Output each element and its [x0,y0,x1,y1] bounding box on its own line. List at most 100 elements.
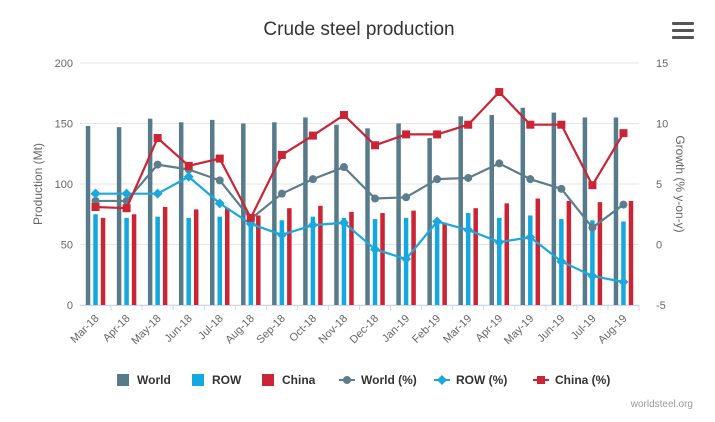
bar-world-10[interactable] [396,123,401,306]
point-china-2[interactable] [153,134,162,143]
bar-row-7[interactable] [310,216,316,305]
point-world-9[interactable] [371,194,380,203]
bar-china-15[interactable] [566,200,572,305]
bar-row-13[interactable] [497,217,502,305]
point-world-13[interactable] [495,159,504,168]
bar-world-8[interactable] [334,124,339,306]
bar-world-9[interactable] [365,128,370,305]
bar-china-7[interactable] [318,205,323,305]
point-china-5[interactable] [246,213,255,222]
bar-row-11[interactable] [434,220,440,305]
bar-row-8[interactable] [341,217,347,305]
legend-item-row[interactable]: ROW (%) [434,373,507,387]
point-china-9[interactable] [371,141,380,150]
bar-row-14[interactable] [528,215,533,305]
bar-row-3[interactable] [186,217,191,305]
bar-world-16[interactable] [582,117,588,305]
point-world-6[interactable] [277,189,286,198]
point-row-0[interactable] [90,188,101,199]
point-world-15[interactable] [557,184,566,193]
point-row-7[interactable] [307,220,318,231]
bar-row-16[interactable] [590,220,595,305]
point-row-4[interactable] [214,198,225,209]
bar-row-5[interactable] [248,216,254,305]
bar-china-10[interactable] [411,210,416,305]
bar-row-4[interactable] [217,216,223,305]
point-row-3[interactable] [183,171,194,182]
point-china-1[interactable] [122,204,131,213]
point-china-3[interactable] [184,161,193,170]
point-row-14[interactable] [525,232,536,243]
bar-china-11[interactable] [442,222,447,305]
point-row-9[interactable] [370,244,381,255]
point-china-12[interactable] [464,120,473,129]
bar-world-2[interactable] [147,118,153,305]
point-china-6[interactable] [277,150,286,159]
bar-china-9[interactable] [380,213,385,305]
legend-item-row[interactable]: ROW [192,373,242,387]
bar-china-3[interactable] [193,209,199,305]
bar-row-6[interactable] [279,220,285,305]
point-china-14[interactable] [526,120,535,129]
point-world-10[interactable] [402,193,411,202]
bar-row-1[interactable] [124,217,129,305]
bar-world-1[interactable] [116,127,122,305]
credit-text[interactable]: worldsteel.org [630,399,693,410]
point-row-8[interactable] [338,217,349,228]
bar-china-8[interactable] [349,211,354,305]
bar-row-2[interactable] [155,216,160,305]
bar-world-12[interactable] [458,116,463,306]
bar-row-9[interactable] [372,219,378,305]
point-row-11[interactable] [432,216,443,227]
bar-world-7[interactable] [303,117,308,305]
legend-item-china[interactable]: China (%) [533,373,610,387]
point-row-12[interactable] [463,224,474,235]
bar-china-1[interactable] [131,214,137,305]
point-world-16[interactable] [588,223,597,232]
point-world-11[interactable] [433,175,442,184]
point-china-0[interactable] [91,202,100,211]
point-china-7[interactable] [308,131,317,140]
bar-china-2[interactable] [162,206,168,305]
point-row-2[interactable] [152,188,163,199]
bar-row-17[interactable] [621,221,626,305]
point-world-8[interactable] [339,163,348,172]
point-world-4[interactable] [215,176,224,185]
bar-world-5[interactable] [241,123,246,306]
point-world-12[interactable] [464,173,473,182]
bar-world-11[interactable] [427,138,432,305]
bar-china-5[interactable] [256,215,261,305]
bar-world-15[interactable] [551,112,557,305]
bar-world-3[interactable] [178,122,184,305]
point-world-2[interactable] [153,160,162,169]
bar-china-12[interactable] [473,208,478,305]
bar-china-14[interactable] [535,198,541,305]
point-world-7[interactable] [308,175,317,184]
bar-china-6[interactable] [287,208,292,305]
bar-china-17[interactable] [628,200,634,305]
point-row-17[interactable] [618,277,629,288]
bar-row-12[interactable] [465,213,471,305]
point-row-1[interactable] [121,188,132,199]
bar-world-14[interactable] [520,107,526,306]
point-row-16[interactable] [587,270,598,281]
bar-china-16[interactable] [597,202,603,305]
bar-china-13[interactable] [504,203,510,305]
legend-item-world[interactable]: World (%) [339,373,417,387]
point-world-14[interactable] [526,175,535,184]
point-row-6[interactable] [276,229,287,240]
point-world-17[interactable] [619,200,628,209]
point-china-4[interactable] [215,154,224,163]
point-china-8[interactable] [339,111,348,120]
point-china-10[interactable] [402,130,411,139]
bar-china-0[interactable] [100,217,106,305]
legend-item-world[interactable]: World [117,373,171,387]
point-row-13[interactable] [494,237,505,248]
bar-row-0[interactable] [93,214,98,305]
point-china-11[interactable] [433,130,442,139]
point-china-16[interactable] [588,181,597,190]
point-china-17[interactable] [619,129,628,138]
bar-world-4[interactable] [210,119,215,306]
bar-world-13[interactable] [489,115,495,305]
point-china-13[interactable] [495,88,504,97]
